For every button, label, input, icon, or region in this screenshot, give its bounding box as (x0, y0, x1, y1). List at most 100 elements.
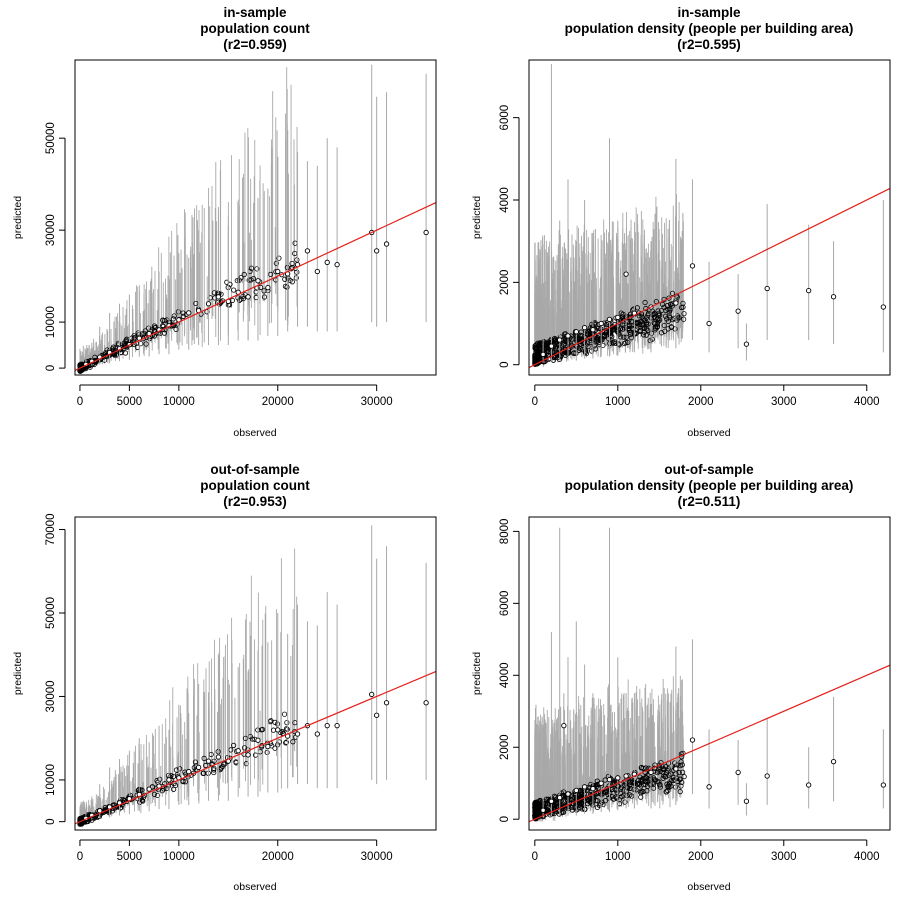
data-point (304, 248, 311, 254)
data-point (548, 343, 555, 349)
data-point (141, 330, 147, 337)
data-point (383, 700, 390, 706)
data-point (383, 241, 390, 247)
data-point (634, 305, 640, 311)
data-point (423, 229, 429, 236)
data-point (139, 787, 145, 793)
y-tick-label: 6000 (499, 105, 511, 131)
data-point (255, 737, 261, 743)
data-point (205, 758, 212, 764)
data-point (180, 310, 186, 316)
x-tick-label: 10000 (163, 851, 195, 863)
data-point (647, 775, 653, 781)
x-tick-label: 0 (77, 851, 83, 863)
data-point (369, 691, 375, 698)
y-axis-label: predicted (471, 196, 483, 239)
data-point (532, 805, 538, 812)
data-point (615, 314, 621, 321)
y-tick-label: 50000 (45, 597, 57, 629)
data-point (623, 340, 629, 346)
data-point (635, 777, 642, 783)
data-point (615, 775, 621, 781)
data-point (234, 277, 240, 284)
plot-frame (528, 516, 891, 831)
data-point (610, 339, 616, 345)
data-point (601, 333, 607, 340)
chart-title-line: population density (people per building … (565, 478, 854, 493)
data-point (241, 745, 248, 751)
y-tick-label: 4000 (499, 187, 511, 213)
data-point (806, 287, 812, 294)
plot-frame (74, 516, 437, 831)
data-point (664, 303, 671, 309)
data-point (540, 351, 546, 358)
data-point (620, 311, 626, 317)
data-point (171, 313, 177, 319)
data-point (669, 324, 675, 330)
data-point (532, 345, 539, 351)
y-tick-label: 0 (45, 365, 57, 371)
data-point (289, 260, 295, 267)
data-point (557, 794, 563, 801)
data-point (628, 335, 634, 341)
chart-title-line: out-of-sample (210, 462, 300, 477)
data-point (573, 787, 579, 794)
data-point (658, 330, 665, 336)
data-point (578, 801, 584, 807)
data-point (576, 347, 582, 353)
data-point (621, 334, 627, 340)
data-point (540, 807, 546, 813)
chart-title-line: in-sample (223, 5, 287, 20)
data-point (662, 328, 668, 334)
data-point (665, 787, 671, 794)
data-point (585, 798, 591, 804)
data-point (651, 320, 657, 326)
data-point (153, 324, 159, 330)
data-point (537, 797, 543, 804)
data-point (283, 726, 290, 732)
data-point (374, 248, 380, 254)
data-point (665, 306, 671, 312)
data-point (533, 349, 539, 355)
data-point (681, 311, 687, 317)
data-point (668, 771, 674, 777)
data-point (276, 255, 282, 261)
data-point (551, 803, 557, 809)
data-point (231, 742, 237, 748)
data-point (643, 778, 649, 785)
data-point (110, 344, 117, 350)
data-point (806, 782, 812, 788)
chart-title-line: population count (200, 478, 310, 493)
data-point (236, 277, 242, 283)
data-point (606, 776, 613, 783)
data-point (764, 285, 770, 292)
data-point (162, 318, 168, 324)
data-point (643, 320, 650, 326)
data-point (182, 779, 188, 785)
data-point (604, 322, 610, 328)
x-axis-label: observed (687, 881, 730, 893)
x-tick-label: 5000 (117, 851, 143, 863)
fit-line (529, 187, 890, 369)
y-tick-label: 10000 (45, 764, 57, 796)
data-point (638, 777, 644, 783)
data-point (290, 739, 296, 745)
data-point (640, 782, 646, 788)
data-point (186, 310, 192, 316)
data-point (830, 758, 837, 765)
data-point (374, 712, 380, 718)
data-point (284, 720, 290, 726)
data-point (314, 731, 320, 737)
data-point (656, 318, 662, 324)
data-point (534, 800, 540, 806)
data-point (139, 797, 145, 803)
y-tick-label: 0 (499, 362, 511, 368)
data-point (533, 816, 539, 822)
data-point (743, 341, 750, 347)
data-point (155, 792, 161, 799)
data-point (205, 301, 212, 307)
data-point (662, 313, 669, 319)
x-tick-label: 10000 (163, 396, 195, 408)
